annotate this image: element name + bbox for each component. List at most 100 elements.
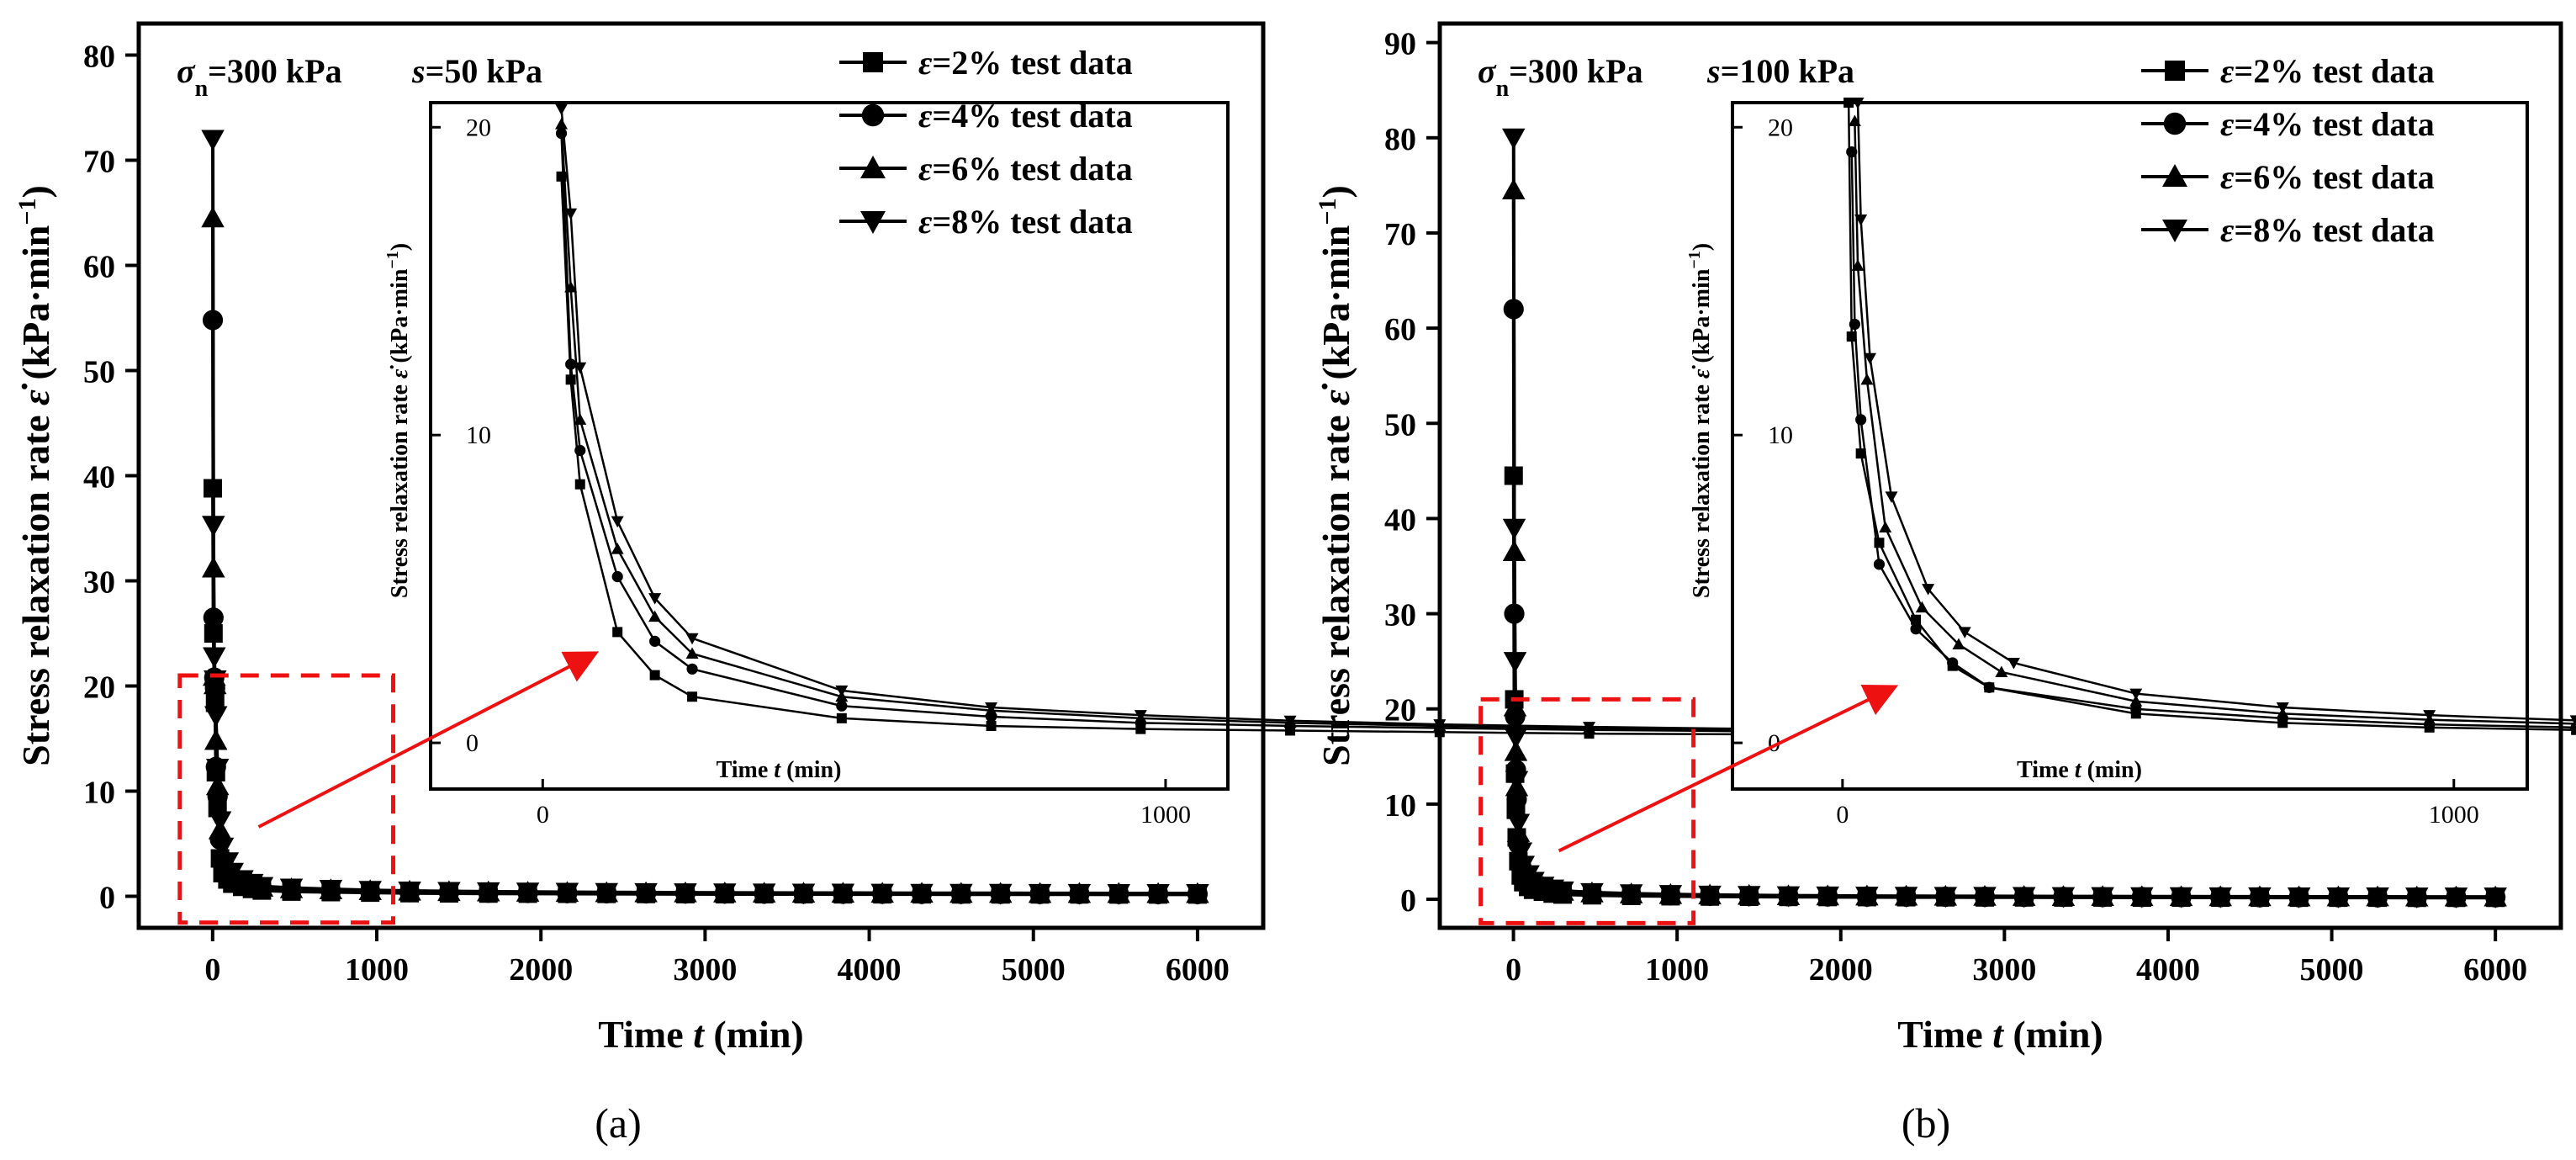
inset-series-3-point: [1958, 627, 1971, 638]
inset-y-title-unit: (kPa·min: [387, 268, 413, 368]
series-3-point: [1776, 886, 1801, 908]
series-3-point: [831, 883, 855, 905]
zoom-arrow: [257, 651, 600, 829]
inset-series-1-point: [836, 700, 848, 712]
inset-x-title: Time t (min): [2017, 757, 2142, 783]
inset-y-title-prefix: Stress relaxation rate: [387, 379, 413, 598]
inset-series-2-point: [1860, 373, 1874, 385]
inset-y-title-exp: −1: [1685, 251, 1704, 268]
inset-x-title-unit: (min): [780, 757, 841, 783]
param-sigma-sub: n: [195, 76, 209, 102]
series-3-point: [204, 706, 228, 728]
panel-label-b: (b): [1902, 1099, 1950, 1147]
series-3-point: [1502, 518, 1526, 540]
series-3-point: [910, 883, 934, 905]
zoom-arrow: [1558, 685, 1899, 853]
legend-entry-3: ε=8% test data: [2220, 211, 2435, 249]
legend-label: =4% test data: [932, 97, 1132, 135]
inset-series-3-point: [564, 208, 578, 220]
inset-series-3-point: [1922, 584, 1935, 596]
inset-series-3-point: [1583, 722, 1596, 734]
inset-series-1-point: [686, 663, 698, 675]
series-3-point: [1933, 887, 1958, 908]
legend-label: =6% test data: [932, 150, 1132, 188]
series-3-point: [1509, 842, 1533, 864]
legend-label: =8% test data: [2234, 211, 2434, 249]
x-tick-label: 5000: [1002, 952, 1066, 988]
y-tick-label: 40: [83, 460, 115, 495]
y-axis-title: Stress relaxation rate ε̇ (kPa·min−1): [1314, 185, 1358, 766]
inset-series-2-point: [648, 610, 662, 622]
legend-marker-1: [861, 103, 885, 127]
series-3-point: [2169, 887, 2193, 908]
inset-y-title-unit: (kPa·min: [1689, 268, 1715, 368]
y-tick-label: 90: [1384, 27, 1416, 62]
inset-x-title-var: t: [774, 757, 781, 783]
inset-series-3-point: [574, 362, 587, 374]
series-3-point: [791, 883, 816, 905]
series-3: [1502, 128, 2507, 908]
inset-series-0-point: [687, 691, 698, 702]
inset-x-title-var: t: [2075, 757, 2082, 783]
y-tick-label: 20: [83, 670, 115, 706]
inset-series-line-2: [1854, 120, 2576, 725]
series-3-point: [205, 759, 230, 780]
param-s-value: =50 kPa: [426, 52, 542, 90]
inset-series-3-point: [2423, 710, 2436, 722]
y-axis-title-exp: −1: [1314, 198, 1341, 225]
series-3-point: [2405, 887, 2429, 908]
x-tick-label: 6000: [1166, 952, 1230, 988]
legend-eps: ε: [918, 150, 933, 188]
legend-marker-2: [2162, 164, 2187, 187]
y-axis-title-unit: (kPa·min: [1314, 225, 1357, 390]
legend-marker-3: [2162, 220, 2187, 242]
y-tick-label: 50: [1384, 407, 1416, 442]
series-3-point: [476, 882, 500, 903]
legend-marker-1: [2163, 112, 2187, 135]
inset-series-3-point: [1854, 215, 1868, 226]
x-tick-label: 3000: [673, 952, 737, 988]
inset-series-3-point: [648, 593, 662, 605]
series-3-point: [1855, 887, 1879, 908]
inset-series-line-1: [1850, 151, 2576, 729]
series-3-point: [1503, 652, 1527, 673]
zoom-box: [177, 673, 396, 925]
series-3-point: [215, 852, 240, 873]
inset-series-1-point: [1983, 681, 1995, 693]
inset-y-tick-label: 10: [466, 421, 491, 449]
y-tick-label: 60: [83, 250, 115, 285]
inset-series-3-point: [985, 702, 998, 714]
x-axis-title-unit: (min): [2003, 1013, 2103, 1056]
y-axis-title-close: ): [14, 185, 57, 198]
legend-entry-1: ε=4% test data: [918, 97, 1133, 135]
legend-label: =6% test data: [2234, 158, 2434, 196]
x-tick-label: 2000: [509, 952, 573, 988]
series-3-point: [1973, 887, 1997, 908]
legend-label: =2% test data: [2234, 52, 2434, 90]
x-tick-label: 1000: [345, 952, 409, 988]
series-3-point: [1146, 884, 1170, 905]
series-3-point: [2012, 887, 2036, 908]
inset-series-0-point: [574, 479, 585, 490]
series-3-point: [2208, 887, 2232, 908]
inset: 0 1000 0 10 20 Time t (min) Stress relaxation …: [383, 101, 1745, 829]
inset-series-0-point: [1911, 614, 1922, 625]
series-3-point: [1580, 882, 1604, 904]
inset-series-3-point: [1134, 710, 1147, 722]
inset-y-tick-label: 20: [466, 114, 491, 141]
param-sigma-value: =300 kPa: [208, 52, 341, 90]
inset-series-2-point: [1915, 601, 1928, 613]
legend-entry-2: ε=6% test data: [918, 150, 1133, 188]
legend-entry-3: ε=8% test data: [918, 203, 1133, 241]
param-sigma: σn=300 kPa: [177, 52, 342, 102]
series-3-point: [713, 883, 737, 904]
series-3: [201, 130, 1209, 905]
series-3-point: [988, 883, 1013, 905]
inset-series-3-point: [2129, 688, 2143, 701]
series-3-point: [1505, 771, 1529, 792]
series-3-point: [279, 878, 304, 900]
inset-series-2-point: [564, 281, 578, 293]
series-3-point: [2326, 887, 2351, 908]
